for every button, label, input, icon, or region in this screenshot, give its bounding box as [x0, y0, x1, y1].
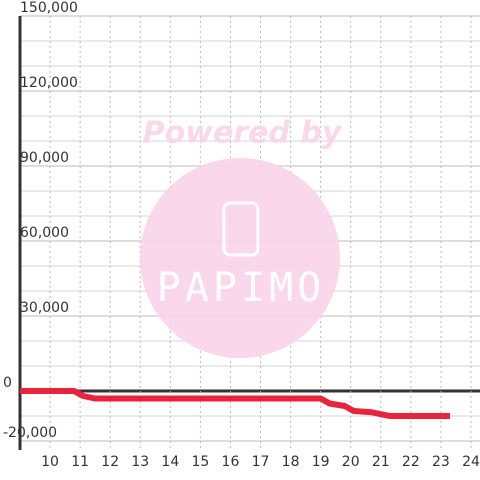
- y-tick-label: 30,000: [20, 300, 69, 316]
- x-tick-label: 17: [252, 454, 270, 470]
- watermark-circle: [140, 158, 340, 358]
- x-tick-label: 11: [71, 454, 89, 470]
- y-tick-label: 150,000: [20, 0, 78, 16]
- x-tick-label: 22: [402, 454, 420, 470]
- x-tick-label: 14: [161, 454, 179, 470]
- x-tick-label: 16: [222, 454, 240, 470]
- x-tick-label: 24: [462, 454, 480, 470]
- y-tick-label: 90,000: [20, 150, 69, 166]
- x-tick-label: 18: [282, 454, 300, 470]
- x-tick-label: 12: [101, 454, 119, 470]
- plot: -20,000 0 30,000 60,000 90,000 120,000 150,000…: [3, 0, 480, 470]
- x-tick-label: 19: [312, 454, 330, 470]
- x-tick-label: 20: [342, 454, 360, 470]
- x-tick-label: 15: [191, 454, 209, 470]
- watermark: Powered by PAPIMO: [140, 116, 343, 358]
- x-tick-label: 13: [131, 454, 149, 470]
- watermark-phone: [222, 201, 260, 257]
- watermark-text: Powered by: [143, 116, 343, 151]
- y-tick-label: 60,000: [20, 225, 69, 241]
- x-tick-label: 23: [432, 454, 450, 470]
- x-tick-label: 10: [41, 454, 59, 470]
- y-tick-label: 0: [3, 375, 12, 391]
- line-series: [20, 388, 450, 419]
- y-tick-label: -20,000: [3, 425, 57, 441]
- watermark-logo: PAPIMO: [157, 265, 326, 311]
- x-tick-label: 21: [372, 454, 390, 470]
- y-tick-label: 120,000: [20, 75, 78, 91]
